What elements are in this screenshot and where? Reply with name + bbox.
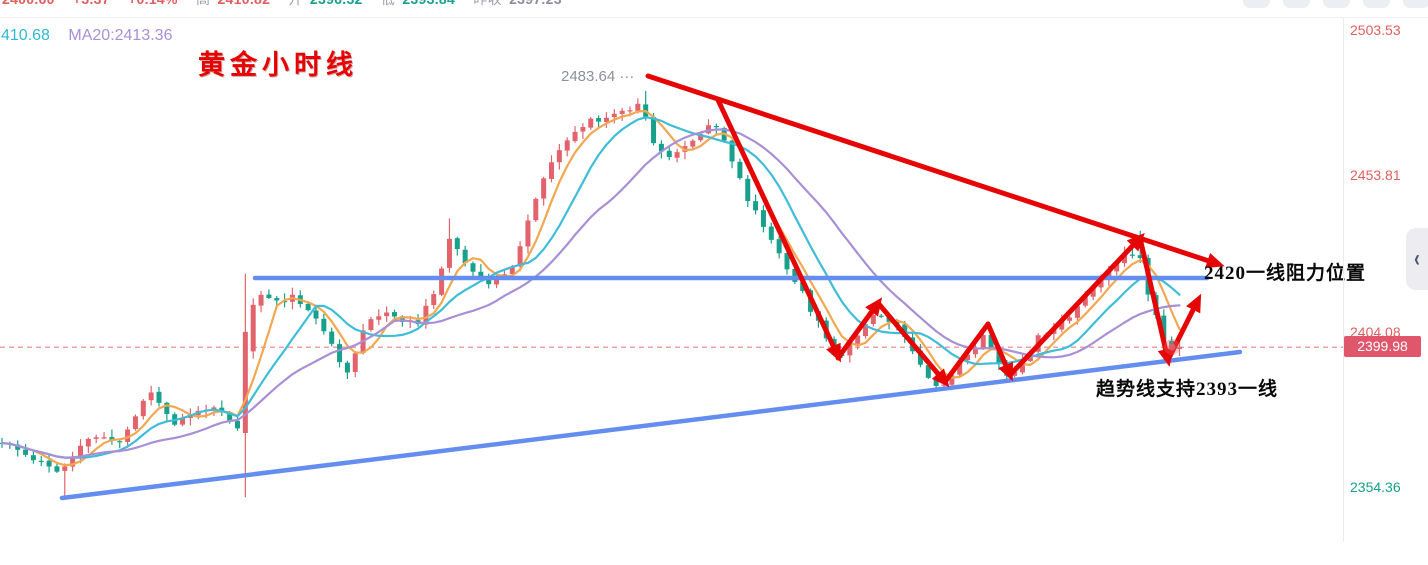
y-tick-2503: 2503.53	[1350, 22, 1401, 38]
peak-price-label: 2483.64 ···	[561, 68, 635, 85]
toolbar-button-3[interactable]	[1323, 0, 1350, 8]
toolbar-button-1[interactable]	[1243, 0, 1270, 8]
ma-legend: 410.68 MA20:2413.36	[1, 27, 172, 45]
ticker-bar: 2400.60 +3.37 +0.14% 高 2410.82 开 2396.32…	[2, 0, 576, 9]
high-label: 高	[196, 0, 210, 7]
toolbar-button-4[interactable]	[1363, 0, 1390, 8]
low-value: 2393.84	[402, 0, 455, 7]
prev-close-value: 2397.23	[509, 0, 562, 7]
ma20-legend: MA20:2413.36	[68, 27, 173, 44]
current-price-badge: 2399.98	[1344, 336, 1421, 357]
support-annotation: 趋势线支持2393一线	[1096, 379, 1279, 400]
y-tick-2354: 2354.36	[1350, 479, 1401, 495]
high-value: 2410.82	[217, 0, 270, 7]
y-tick-2453: 2453.81	[1350, 167, 1401, 183]
chart-title: 黄金小时线	[198, 50, 358, 80]
toolbar-button-5[interactable]	[1403, 0, 1428, 8]
header-divider	[0, 17, 1428, 18]
toolbar-button-2[interactable]	[1283, 0, 1310, 8]
last-price: 2400.60	[2, 0, 55, 7]
panel-collapse-tab[interactable]: ‹	[1406, 228, 1428, 290]
chevron-left-icon: ‹	[1414, 245, 1420, 272]
low-label: 低	[381, 0, 395, 7]
axis-divider	[1343, 18, 1344, 542]
ma10-legend: 410.68	[1, 27, 50, 44]
price-change-pct: +0.14%	[128, 0, 178, 7]
price-change: +3.37	[73, 0, 110, 7]
open-value: 2396.32	[310, 0, 363, 7]
prev-close-label: 昨收	[473, 0, 502, 7]
open-label: 开	[288, 0, 302, 7]
resistance-annotation: 2420一线阻力位置	[1204, 263, 1367, 284]
